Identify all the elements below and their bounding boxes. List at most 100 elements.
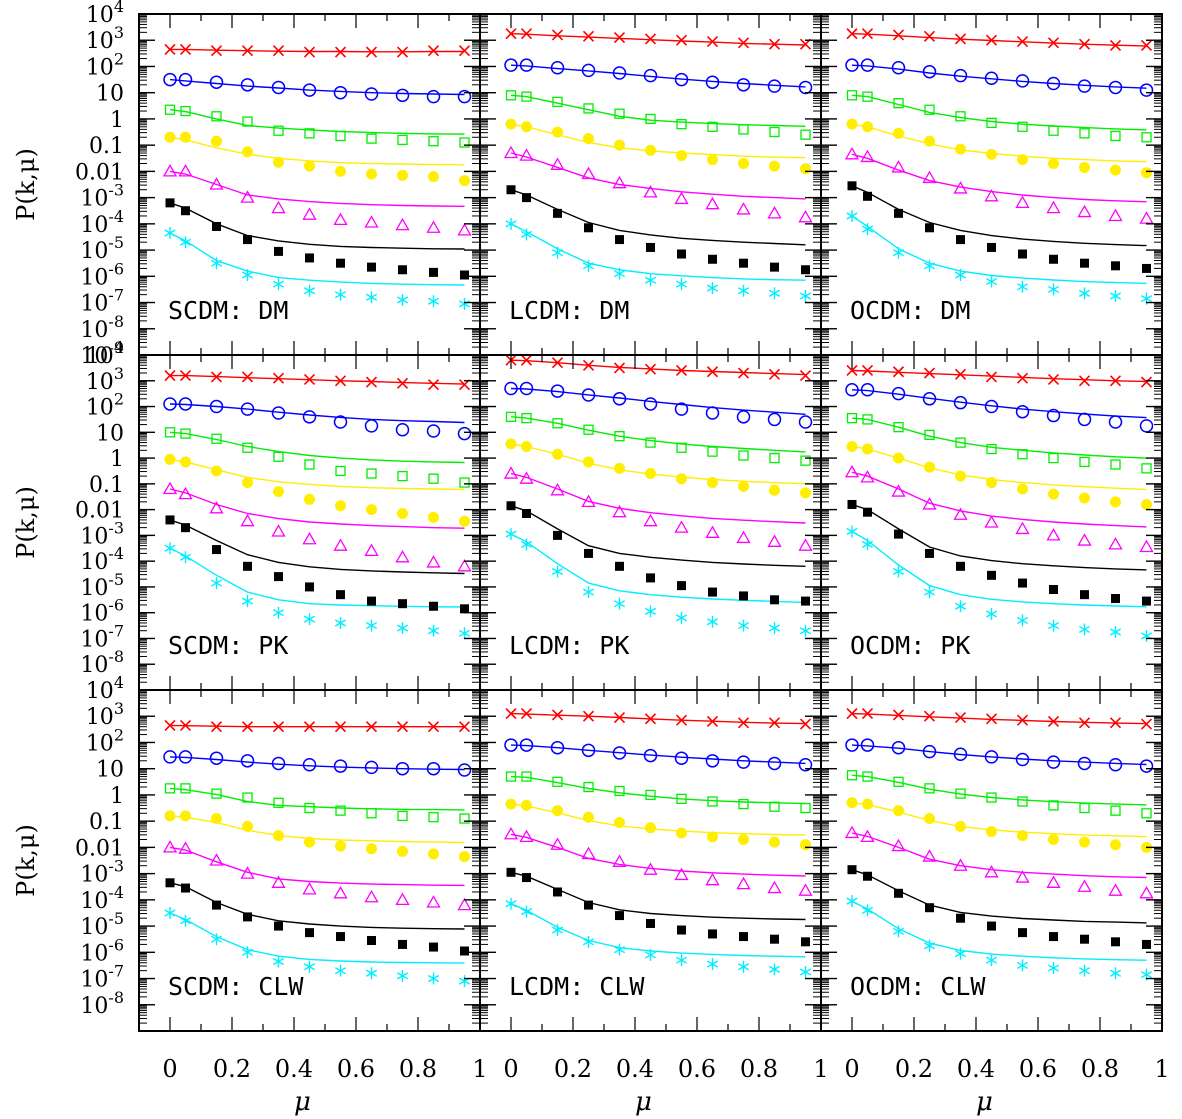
- data-point: [1017, 449, 1028, 460]
- data-point: [643, 862, 658, 875]
- y-tick-label: 0.01: [75, 836, 124, 861]
- data-point: [1110, 130, 1121, 142]
- data-point: [924, 783, 935, 794]
- model-line: [851, 900, 1147, 961]
- data-point: [892, 29, 905, 41]
- data-point: [613, 597, 626, 610]
- data-point: [925, 548, 934, 558]
- data-point: [1141, 808, 1152, 819]
- data-point: [550, 740, 565, 755]
- data-point: [397, 134, 408, 146]
- data-point: [1048, 125, 1059, 136]
- model-line: [169, 78, 465, 96]
- data-point: [179, 719, 192, 731]
- x-tick-label: 1: [1154, 1055, 1169, 1083]
- data-point: [705, 872, 720, 886]
- data-point: [891, 484, 906, 497]
- data-point: [583, 811, 594, 823]
- x-axis-label: μ: [635, 1087, 652, 1117]
- data-point: [1109, 39, 1122, 52]
- data-point: [767, 534, 782, 547]
- data-point: [365, 721, 378, 733]
- data-point: [397, 845, 408, 857]
- data-point: [210, 45, 223, 57]
- data-point: [302, 758, 317, 772]
- data-point: [739, 591, 748, 601]
- data-point: [1048, 158, 1059, 170]
- data-point: [953, 395, 968, 410]
- data-point: [768, 717, 781, 729]
- data-point: [846, 525, 858, 538]
- data-point: [397, 470, 408, 482]
- data-point: [738, 480, 749, 492]
- data-point: [271, 524, 286, 537]
- data-point: [366, 468, 377, 479]
- data-point: [644, 274, 657, 287]
- data-point: [767, 206, 782, 219]
- data-point: [924, 135, 935, 147]
- data-point: [860, 470, 875, 483]
- data-point: [457, 763, 472, 777]
- data-point: [613, 943, 626, 956]
- data-point: [426, 424, 441, 438]
- data-point: [705, 525, 720, 538]
- data-point: [800, 129, 811, 140]
- data-point: [242, 146, 253, 158]
- data-point: [1108, 758, 1123, 772]
- data-point: [519, 829, 534, 843]
- data-point: [334, 721, 347, 733]
- data-point: [583, 456, 594, 468]
- y-tick-label: 103: [86, 364, 124, 395]
- data-point: [505, 771, 517, 782]
- data-point: [335, 805, 346, 816]
- data-point: [333, 538, 348, 551]
- data-point: [520, 228, 533, 241]
- data-point: [846, 209, 858, 222]
- data-point: [922, 392, 937, 406]
- data-point: [860, 383, 875, 397]
- y-tick-label: 0.01: [75, 499, 124, 524]
- data-point: [366, 843, 377, 855]
- data-point: [674, 72, 689, 87]
- data-point: [243, 912, 252, 922]
- data-point: [303, 960, 316, 973]
- data-point: [582, 30, 595, 42]
- data-point: [954, 268, 967, 281]
- data-point: [273, 156, 284, 168]
- data-point: [893, 776, 904, 787]
- y-tick-label: 10-6: [80, 935, 124, 966]
- data-point: [364, 215, 379, 228]
- data-point: [165, 878, 175, 888]
- data-point: [209, 399, 224, 414]
- data-point: [799, 624, 812, 637]
- data-point: [395, 892, 410, 905]
- data-point: [582, 259, 595, 272]
- data-point: [334, 964, 347, 977]
- x-tick-label: 1: [472, 1055, 487, 1083]
- x-tick-label: 0.8: [1081, 1055, 1119, 1083]
- data-point: [240, 190, 255, 203]
- data-point: [165, 515, 175, 525]
- data-point: [953, 507, 968, 520]
- data-point: [893, 805, 904, 817]
- data-point: [550, 61, 565, 75]
- data-point: [164, 906, 176, 919]
- x-tick-label: 0.8: [399, 1055, 437, 1083]
- data-point: [614, 816, 625, 828]
- data-point: [429, 267, 438, 277]
- data-point: [1078, 38, 1091, 50]
- data-point: [584, 900, 593, 910]
- data-point: [164, 542, 176, 555]
- data-point: [863, 871, 872, 881]
- data-point: [584, 548, 593, 558]
- data-point: [428, 171, 439, 183]
- data-point: [1108, 537, 1123, 550]
- model-line: [169, 519, 465, 575]
- data-point: [707, 477, 718, 489]
- data-point: [505, 528, 517, 541]
- data-point: [799, 718, 812, 730]
- data-point: [1015, 752, 1030, 767]
- data-point: [164, 43, 176, 55]
- data-point: [798, 80, 813, 95]
- data-point: [768, 622, 781, 635]
